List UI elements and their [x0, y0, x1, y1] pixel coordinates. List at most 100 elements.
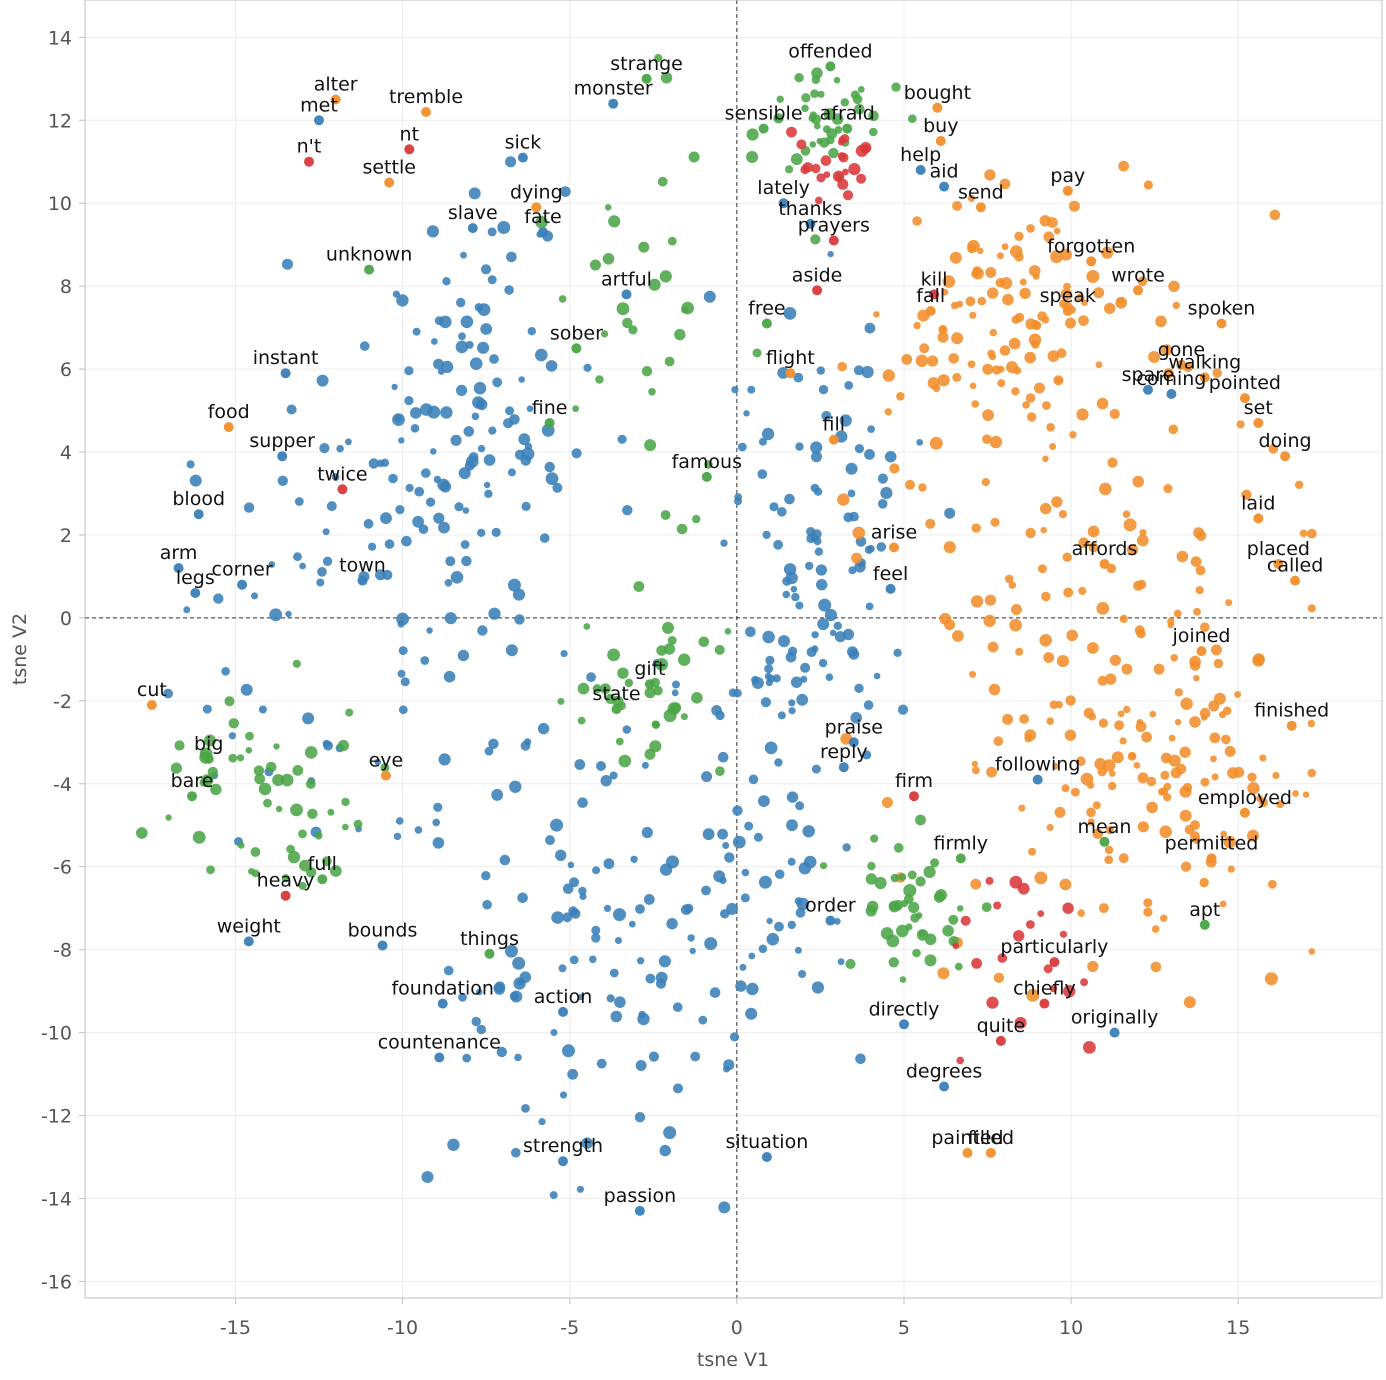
data-point — [880, 927, 894, 940]
labeled-point — [812, 285, 823, 296]
data-point — [596, 761, 606, 771]
data-point — [1259, 754, 1267, 762]
labeled-point — [634, 1205, 645, 1216]
data-point — [535, 216, 548, 229]
labeled-point — [1039, 998, 1050, 1009]
data-point — [538, 1118, 546, 1126]
word-label-firm: firm — [895, 770, 933, 792]
data-point — [290, 803, 303, 817]
data-point — [795, 907, 806, 918]
data-point — [948, 353, 959, 364]
x-tick-label: 10 — [1059, 1317, 1083, 1339]
data-point — [1086, 807, 1096, 818]
data-point — [748, 952, 756, 960]
y-tick-label: -6 — [53, 857, 72, 879]
data-point — [388, 473, 398, 484]
data-point — [644, 687, 656, 699]
word-label-state: state — [592, 683, 640, 705]
data-point — [890, 873, 900, 883]
data-point — [644, 439, 657, 452]
data-point — [816, 579, 828, 591]
data-point — [395, 817, 404, 825]
data-point — [1307, 768, 1317, 778]
data-point — [1269, 209, 1281, 221]
data-point — [245, 747, 253, 754]
data-point — [1123, 518, 1137, 532]
data-point — [743, 410, 750, 417]
data-point — [1118, 853, 1129, 864]
labeled-point — [558, 1156, 568, 1167]
data-point — [660, 510, 671, 520]
data-point — [505, 944, 518, 958]
word-label-wrote: wrote — [1111, 264, 1165, 286]
data-point — [601, 330, 609, 338]
word-label-aid: aid — [930, 161, 959, 183]
data-point — [795, 601, 804, 610]
data-point — [1168, 280, 1180, 292]
data-point — [1308, 948, 1316, 955]
data-point — [460, 540, 470, 549]
data-point — [204, 734, 216, 747]
data-point — [861, 365, 874, 379]
data-point — [863, 700, 874, 710]
data-point — [353, 819, 363, 829]
data-point — [971, 958, 982, 969]
labeled-point — [899, 1019, 909, 1030]
data-point — [869, 127, 878, 137]
labeled-point — [761, 318, 772, 329]
labeled-point — [357, 575, 368, 586]
data-point — [488, 426, 497, 435]
data-point — [1053, 227, 1061, 235]
data-point — [806, 533, 816, 544]
data-point — [1119, 614, 1128, 624]
data-point — [1170, 654, 1178, 662]
data-point — [870, 834, 879, 843]
data-point — [509, 780, 522, 793]
data-point — [660, 72, 673, 84]
data-point — [1137, 772, 1149, 784]
data-point — [1200, 714, 1208, 721]
data-point — [788, 707, 796, 715]
labeled-point — [467, 223, 478, 234]
data-point — [805, 561, 814, 571]
labeled-point — [955, 853, 966, 864]
data-point — [840, 98, 849, 107]
data-point — [937, 374, 950, 387]
data-point — [524, 442, 533, 451]
data-point — [316, 578, 325, 587]
data-point — [1179, 809, 1192, 822]
data-point — [728, 688, 738, 697]
labeled-point — [611, 704, 622, 715]
data-point — [856, 173, 867, 184]
data-point — [944, 507, 956, 519]
labeled-point — [380, 770, 391, 781]
data-point — [1107, 457, 1118, 468]
data-point — [680, 713, 688, 721]
data-point — [602, 252, 615, 265]
data-point — [405, 483, 414, 493]
data-point — [476, 1024, 487, 1035]
data-point — [758, 875, 772, 889]
data-point — [1136, 629, 1146, 639]
data-point — [414, 486, 425, 497]
word-label-prayers: prayers — [798, 215, 870, 237]
data-point — [796, 693, 809, 706]
data-point — [248, 868, 255, 875]
data-point — [762, 530, 771, 540]
data-point — [981, 478, 990, 487]
data-point — [1268, 443, 1279, 454]
data-point — [1234, 691, 1242, 698]
data-point — [776, 95, 784, 104]
data-point — [1143, 907, 1153, 917]
data-point — [456, 384, 468, 396]
data-point — [1087, 525, 1100, 538]
word-label-heavy: heavy — [257, 870, 315, 892]
data-point — [1022, 401, 1030, 409]
data-point — [816, 173, 826, 183]
data-point — [718, 1201, 731, 1214]
data-point — [1008, 581, 1017, 589]
data-point — [1054, 806, 1066, 818]
data-point — [867, 861, 876, 871]
data-point — [932, 384, 941, 393]
data-point — [651, 720, 660, 729]
